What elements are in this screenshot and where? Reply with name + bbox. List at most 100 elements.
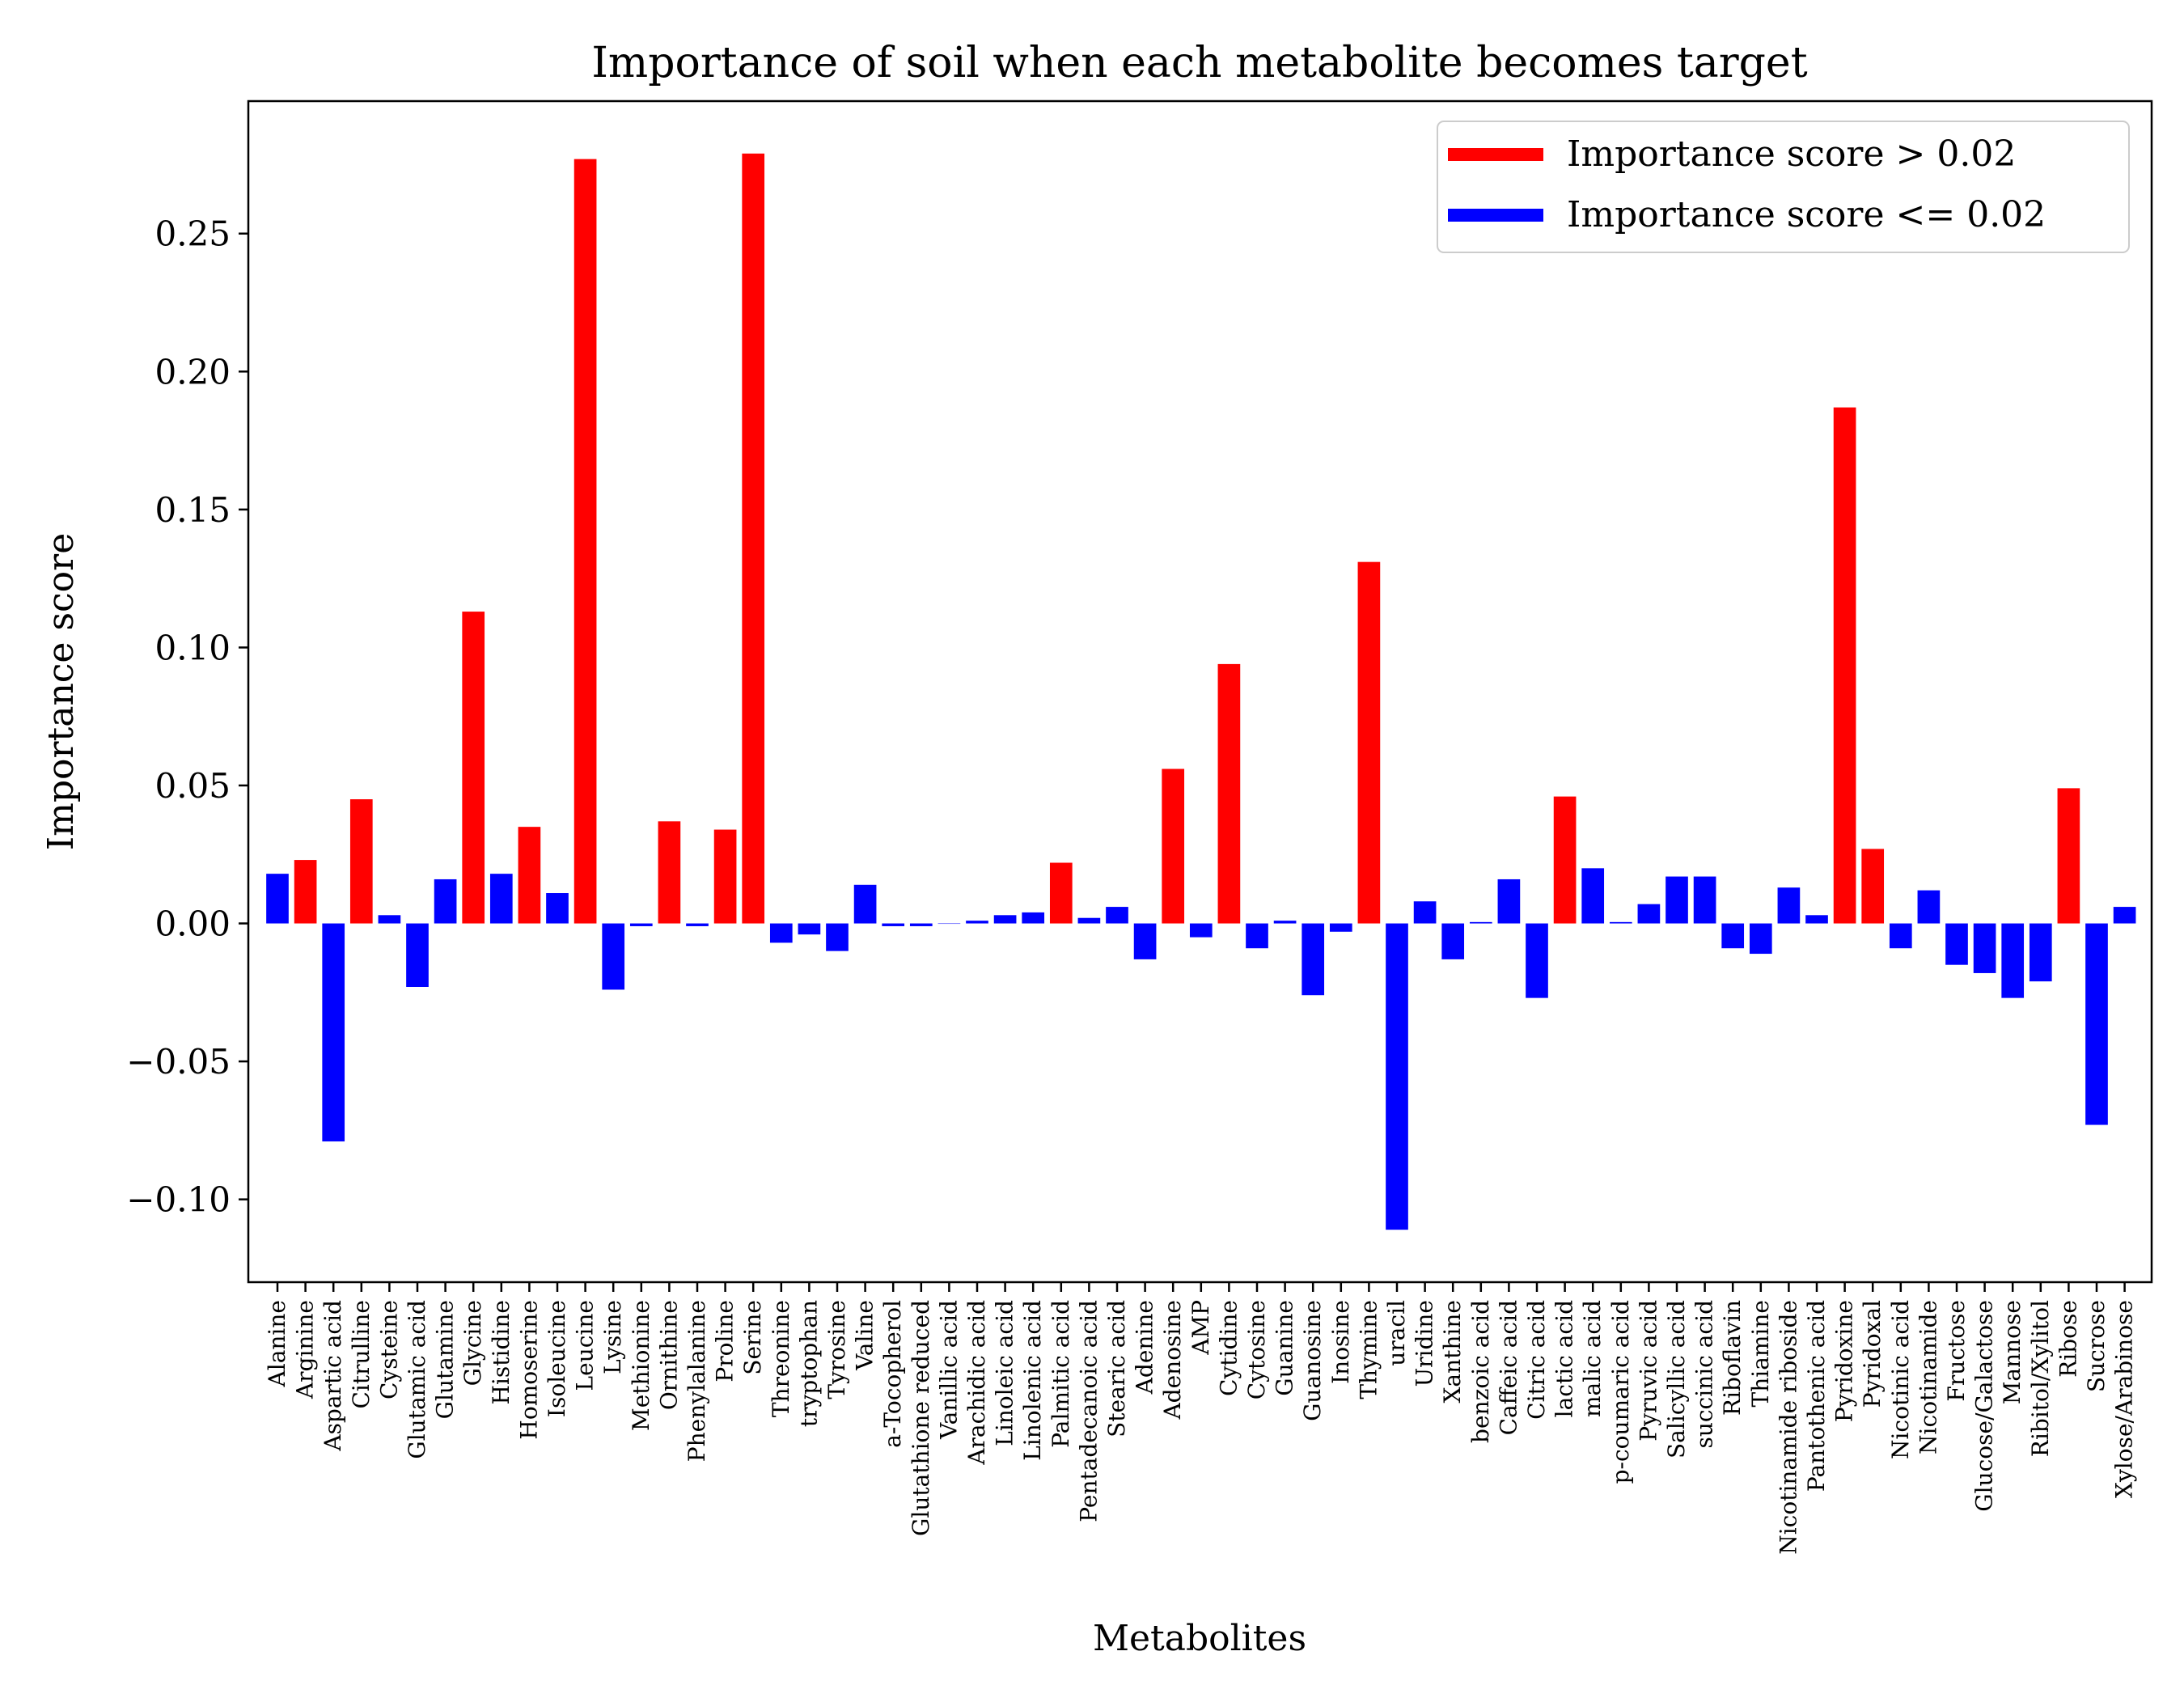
x-tick-label: AMP: [1187, 1300, 1214, 1356]
y-tick-label: 0.15: [154, 490, 231, 530]
legend-label-above: Importance score > 0.02: [1567, 133, 2016, 175]
x-tick-label: Guanine: [1272, 1300, 1298, 1396]
plot-frame: [247, 99, 2153, 1284]
x-tick-label: Nicotinamide riboside: [1775, 1300, 1801, 1555]
bar-cytidine: [1217, 663, 1241, 924]
x-tick-label: Thymine: [1355, 1300, 1382, 1399]
y-tick-label: −0.05: [126, 1042, 231, 1082]
x-tick-label: Isoleucine: [544, 1300, 570, 1417]
x-tick-label: benzoic acid: [1467, 1300, 1494, 1443]
x-tick-label: Adenine: [1132, 1300, 1158, 1395]
bar-sucrose: [2085, 923, 2108, 1125]
bar-succinic-acid: [1693, 876, 1716, 924]
bar-citrulline: [349, 799, 373, 924]
bar-pyridoxal: [1861, 849, 1885, 924]
x-tick-label: Linoleic acid: [992, 1300, 1018, 1446]
bar-palmitic-acid: [1049, 862, 1073, 924]
x-tick-label: Fructose: [1943, 1300, 1970, 1402]
y-tick-label: −0.10: [126, 1180, 231, 1220]
bar-glutamine: [434, 879, 457, 924]
bar-serine: [742, 153, 765, 924]
x-tick-label: Methionine: [628, 1300, 654, 1431]
bar-valine: [853, 884, 877, 924]
bar-xylose-arabinose: [2113, 907, 2136, 924]
bar-glutathione-reduced: [909, 923, 933, 926]
bar-lysine: [602, 923, 625, 990]
x-tick-label: Cytidine: [1215, 1300, 1242, 1396]
bar-p-coumaric-acid: [1609, 921, 1632, 924]
x-tick-label: Salicyllic acid: [1663, 1300, 1690, 1459]
bar-adenosine: [1162, 768, 1185, 924]
bar-pyridoxine: [1833, 407, 1856, 924]
x-tick-label: Leucine: [572, 1300, 599, 1391]
x-tick-label: Inosine: [1327, 1300, 1354, 1384]
bar-riboflavin: [1721, 923, 1745, 949]
bar-alanine: [266, 874, 289, 924]
x-axis: Alanine Arginine Aspartic acid Citrulline Cy…: [264, 1282, 2138, 1555]
bar-leucine: [574, 159, 597, 924]
x-tick-label: Arginine: [292, 1300, 319, 1399]
bar-histidine: [489, 874, 513, 924]
y-tick-label: 0.00: [154, 904, 231, 944]
bar-xanthine: [1441, 923, 1465, 959]
bar-amp: [1189, 923, 1213, 938]
x-tick-label: Glutamic acid: [404, 1300, 430, 1459]
bar-nicotinamide-riboside: [1777, 887, 1801, 924]
x-tick-label: Valine: [852, 1300, 878, 1371]
bar-uracil: [1386, 923, 1408, 1230]
bar-phenylalanine: [686, 923, 709, 926]
x-tick-label: Pantothenic acid: [1803, 1300, 1830, 1492]
legend-box: [1437, 121, 2130, 253]
bar-arachidic-acid: [966, 921, 988, 924]
x-tick-label: Cysteine: [375, 1300, 402, 1399]
y-tick-label: 0.10: [154, 628, 231, 667]
bar-nicotinic-acid: [1889, 923, 1912, 949]
x-tick-label: Linolenic acid: [1019, 1300, 1046, 1461]
bar-benzoic-acid: [1469, 921, 1492, 924]
legend-label-below: Importance score <= 0.02: [1567, 194, 2046, 235]
y-tick-label: 0.05: [154, 766, 231, 806]
x-tick-label: lactic acid: [1551, 1300, 1578, 1417]
x-tick-label: Arachidic acid: [963, 1300, 990, 1466]
bars-group: [266, 153, 2136, 1230]
x-tick-label: Caffeic acid: [1495, 1300, 1522, 1435]
chart-title: Importance of soil when each metabolite …: [591, 39, 1807, 87]
x-tick-label: Vanillic acid: [935, 1300, 962, 1440]
x-tick-label: Pentadecanoic acid: [1075, 1300, 1102, 1522]
x-tick-label: uracil: [1383, 1300, 1410, 1366]
x-tick-label: Uridine: [1412, 1300, 1438, 1387]
y-axis-label: Importance score: [40, 533, 82, 851]
x-tick-label: Citric acid: [1523, 1300, 1550, 1420]
bar-nicotinamide: [1917, 890, 1941, 924]
x-tick-label: Lysine: [599, 1300, 626, 1374]
x-tick-label: Histidine: [488, 1300, 514, 1404]
x-tick-label: Glutamine: [432, 1300, 459, 1419]
bar-pyruvic-acid: [1637, 904, 1661, 924]
x-tick-label: Thiamine: [1747, 1300, 1774, 1407]
x-tick-label: Glucose/Galactose: [1971, 1300, 1998, 1512]
x-tick-label: Ribose: [2055, 1300, 2081, 1378]
x-tick-label: Adenosine: [1159, 1300, 1186, 1420]
x-tick-label: Proline: [712, 1300, 739, 1382]
x-tick-label: malic acid: [1579, 1300, 1606, 1417]
x-tick-label: Pyridoxal: [1859, 1300, 1886, 1408]
bar-inosine: [1329, 923, 1352, 932]
x-tick-label: Glutathione reduced: [908, 1300, 934, 1536]
bar-glucose-galactose: [1973, 923, 1996, 973]
bar-adenine: [1133, 923, 1157, 959]
x-tick-label: Aspartic acid: [320, 1300, 346, 1452]
bar-ornithine: [658, 821, 681, 924]
bar-methionine: [629, 923, 653, 926]
x-tick-label: Mannose: [1999, 1300, 2025, 1404]
bar-aspartic-acid: [322, 923, 345, 1142]
x-tick-label: Phenylalanine: [684, 1300, 710, 1462]
bar-threonine: [769, 923, 793, 943]
x-tick-label: Pyruvic acid: [1635, 1300, 1661, 1442]
bar-fructose: [1945, 923, 1968, 965]
bar-malic-acid: [1581, 868, 1605, 924]
bar-salicyllic-acid: [1666, 876, 1688, 924]
y-axis: −0.10 −0.05 0.00 0.05 0.10 0.15 0.20 0.25: [126, 214, 248, 1220]
legend: Importance score > 0.02 Importance score…: [1437, 121, 2130, 253]
bar-thymine: [1357, 561, 1381, 924]
